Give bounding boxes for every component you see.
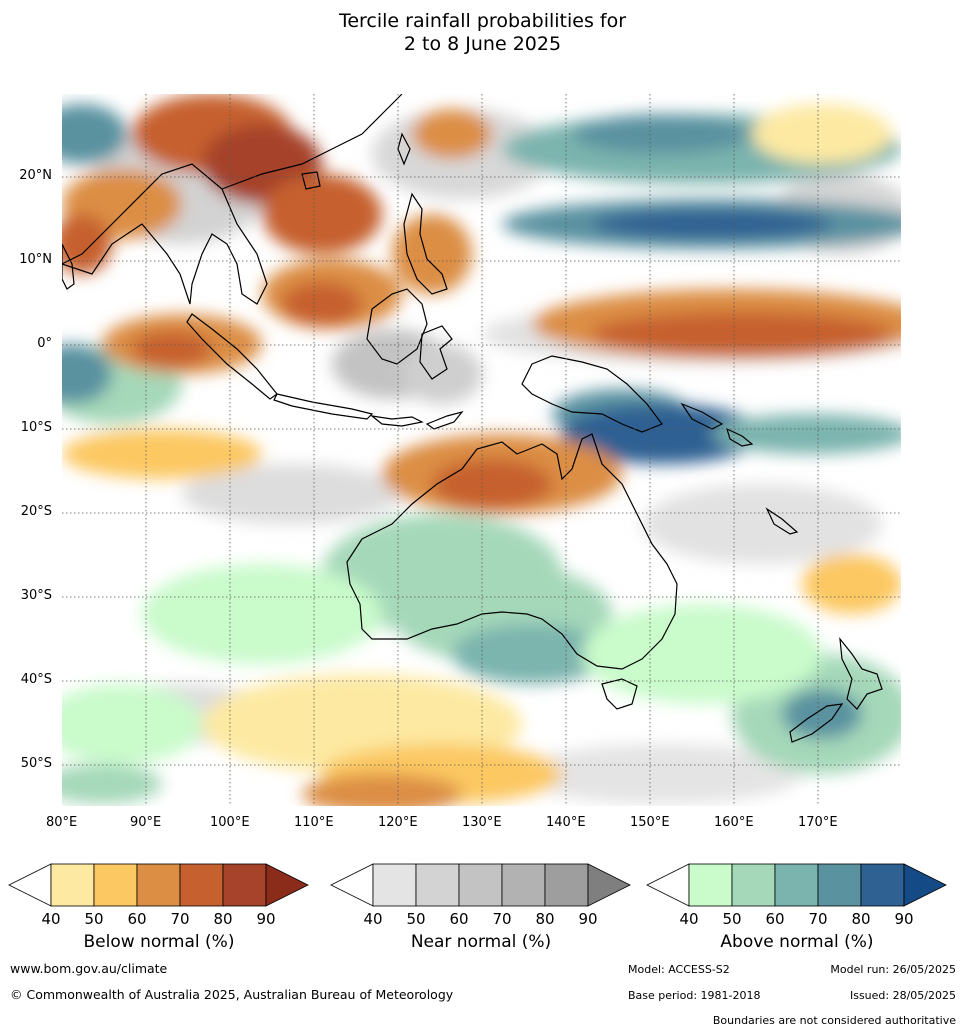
lon-tick-label: 130°E (462, 815, 502, 830)
colorbar-tick-label: 50 (406, 910, 425, 928)
lon-tick-label: 150°E (630, 815, 670, 830)
colorbar-tick-label: 70 (492, 910, 511, 928)
disclaimer-text: Boundaries are not considered authoritat… (712, 1014, 956, 1027)
lat-tick-label: 10°S (20, 420, 52, 435)
colorbar-segment (415, 863, 460, 907)
colorbar-tick-label: 50 (722, 910, 741, 928)
colorbar-segment (774, 863, 819, 907)
colorbar-tick-label: 90 (894, 910, 913, 928)
lon-tick-label: 170°E (798, 815, 838, 830)
lat-tick-label: 40°S (20, 672, 52, 687)
colorbar-extend-low (646, 863, 690, 907)
lon-tick-label: 80°E (46, 815, 78, 830)
title-line-1: Tercile rainfall probabilities for (338, 10, 627, 32)
issued-text: Issued: 28/05/2025 (849, 989, 956, 1002)
colorbar-extend-high (903, 863, 947, 907)
colorbar-tick-label: 40 (679, 910, 698, 928)
lat-tick-label: 20°S (20, 504, 52, 519)
colorbar-segment (136, 863, 181, 907)
colorbar-segment (372, 863, 417, 907)
lon-tick-label: 120°E (378, 815, 418, 830)
colorbar-segment (860, 863, 905, 907)
probability-fields (62, 94, 901, 806)
colorbar-segment (50, 863, 95, 907)
colorbar-tick-label: 60 (127, 910, 146, 928)
colorbar-extend-low (330, 863, 374, 907)
website-link[interactable]: www.bom.gov.au/climate (10, 961, 168, 976)
colorbar-title-below: Below normal (%) (83, 932, 235, 952)
colorbar-segment (458, 863, 503, 907)
colorbar-below-normal: 40 50 60 70 80 90 (8, 863, 309, 928)
title-line-2: 2 to 8 June 2025 (403, 33, 562, 55)
lat-tick-label: 50°S (20, 756, 52, 771)
lon-tick-label: 110°E (294, 815, 334, 830)
lat-tick-label: 0° (37, 336, 52, 351)
colorbar-tick-label: 70 (808, 910, 827, 928)
colorbar-segment (688, 863, 733, 907)
colorbar-title-above: Above normal (%) (720, 932, 874, 952)
colorbar-near-normal: 40 50 60 70 80 90 (330, 863, 631, 928)
model-run-text: Model run: 26/05/2025 (830, 963, 956, 976)
coastlines (62, 94, 883, 743)
colorbar-tick-label: 40 (41, 910, 60, 928)
colorbar-tick-label: 70 (170, 910, 189, 928)
lat-tick-label: 30°S (20, 588, 52, 603)
colorbar-tick-label: 60 (449, 910, 468, 928)
lat-tick-label: 20°N (19, 168, 52, 183)
colorbar-segment (544, 863, 589, 907)
colorbar-tick-label: 80 (213, 910, 232, 928)
copyright-text: © Commonwealth of Australia 2025, Austra… (10, 987, 454, 1002)
colorbar-extend-high (265, 863, 309, 907)
colorbar-segment (817, 863, 862, 907)
colorbar-tick-label: 90 (578, 910, 597, 928)
lon-tick-label: 140°E (546, 815, 586, 830)
colorbar-above-normal: 40 50 60 70 80 90 (646, 863, 947, 928)
colorbar-segment (179, 863, 224, 907)
graticule (62, 94, 901, 806)
base-period-text: Base period: 1981-2018 (628, 989, 761, 1002)
lon-tick-label: 100°E (210, 815, 250, 830)
map-title: Tercile rainfall probabilities for 2 to … (0, 10, 965, 56)
colorbar-extend-high (587, 863, 631, 907)
colorbar-tick-label: 50 (84, 910, 103, 928)
lat-tick-label: 10°N (19, 252, 52, 267)
colorbar-segment (731, 863, 776, 907)
model-text: Model: ACCESS-S2 (628, 963, 730, 976)
colorbar-extend-low (8, 863, 52, 907)
colorbar-tick-label: 60 (765, 910, 784, 928)
colorbar-title-near: Near normal (%) (410, 932, 552, 952)
colorbar-tick-label: 40 (363, 910, 382, 928)
colorbar-segment (222, 863, 267, 907)
lon-tick-label: 90°E (130, 815, 162, 830)
colorbar-segment (93, 863, 138, 907)
colorbar-tick-label: 90 (256, 910, 275, 928)
lon-tick-label: 160°E (714, 815, 754, 830)
rainfall-probability-map (62, 94, 901, 806)
colorbar-tick-label: 80 (535, 910, 554, 928)
colorbar-segment (501, 863, 546, 907)
colorbar-tick-label: 80 (851, 910, 870, 928)
